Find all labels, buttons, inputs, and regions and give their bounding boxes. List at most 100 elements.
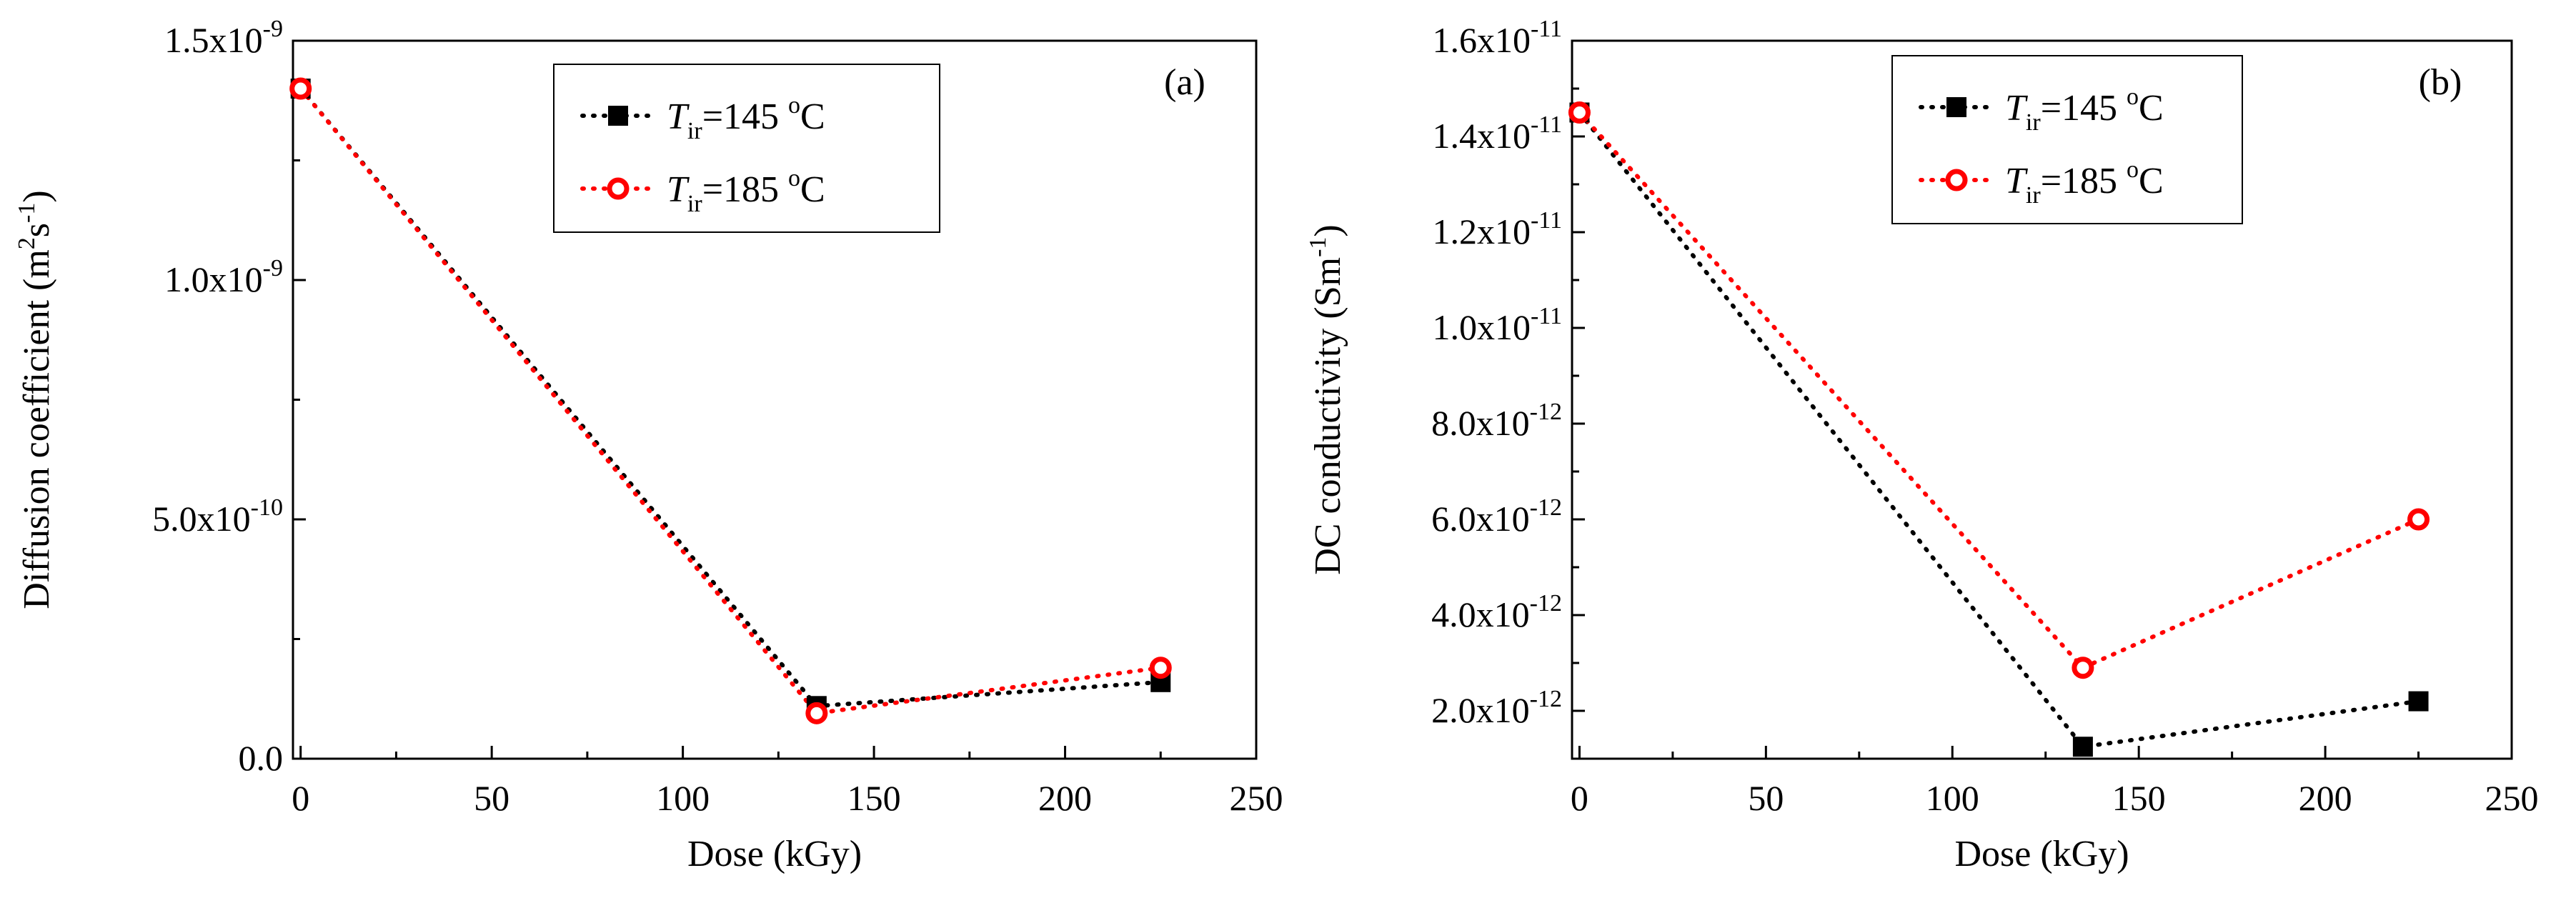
y-tick-label: 1.2x10-11 [1432,207,1562,251]
y-axis-title: Diffusion coefficient (m2s-1) [14,190,57,609]
legend-label-sub: ir [2026,109,2041,136]
y-tick-exponent: -11 [1531,303,1562,329]
y-tick-label: 8.0x10-12 [1431,399,1562,443]
y-axis-title-end: ) [1308,224,1348,236]
legend-label-degree: o [2127,84,2139,110]
y-tick-label: 5.0x10-10 [152,494,283,539]
y-tick-label: 0.0 [239,738,284,778]
legend-label: Tir=185 oC [667,165,825,217]
series-line-1 [1577,110,2421,749]
y-axis-title-main: Diffusion coefficient (m [16,249,57,609]
legend-label-value: =185 [2041,161,2127,201]
legend-label-degree: o [788,92,800,119]
data-point-circle [1149,657,1172,679]
legend-label: Tir=145 oC [667,92,825,144]
x-tick-label: 250 [2485,778,2539,818]
data-point-circle [2407,508,2430,531]
y-axis-title-end: ) [16,190,57,202]
x-axis-title: Dose (kGy) [687,834,862,874]
x-tick-label-text: 100 [1926,778,1979,818]
y-axis-title-mid: s [16,223,57,237]
panel-a: 0 50 100 150 200 2500.05.0x10-101.0x10-91.5x1… [14,16,1283,874]
y-tick-mantissa: 1.2x10 [1432,211,1531,251]
y-tick-mantissa: 2.0x10 [1431,690,1530,730]
legend-label-unit: C [800,96,825,137]
legend-label-value: =145 [2041,88,2127,129]
x-tick-label: 150 [2112,778,2166,818]
y-tick-label: 1.4x10-11 [1432,111,1562,156]
x-tick-label-text: 50 [1748,778,1784,818]
y-axis-title-main: DC conductivity (Sm [1308,257,1348,575]
legend-label-t: T [667,96,690,137]
y-tick-exponent: -11 [1531,207,1562,234]
y-tick-exponent: -11 [1531,16,1562,42]
x-tick-label-text: 0 [1571,778,1588,818]
data-point-circle [1568,101,1591,124]
y-tick-exponent: -12 [1530,686,1562,712]
x-tick-label-text: 100 [656,778,710,818]
data-point-square [2408,691,2429,712]
y-tick-mantissa: 1.5x10 [164,20,263,60]
y-tick-mantissa: 5.0x10 [152,499,251,539]
y-tick-exponent: -9 [263,255,283,281]
x-tick-label-text: 250 [2485,778,2539,818]
legend-marker-square [1946,97,1966,117]
y-axis-title-sup: -1 [14,203,40,223]
y-tick-mantissa: 4.0x10 [1431,594,1530,634]
legend-marker-square [608,106,628,126]
y-tick-mantissa: 0.0 [239,738,284,778]
legend-label-degree: o [788,165,800,191]
legend-label-sub: ir [687,191,702,217]
legend-label-unit: C [800,169,825,210]
legend-box [553,64,940,233]
plot-frame [1571,39,2513,760]
x-tick-label: 100 [1926,778,1979,818]
legend-box [1891,55,2243,224]
y-axis-title-sup: -1 [1305,237,1331,257]
y-tick-label: 2.0x10-12 [1431,686,1562,730]
panel-label: (b) [2419,62,2462,103]
data-point-circle [2072,657,2094,679]
x-tick-label-text: 250 [1230,778,1283,818]
legend-label-degree: o [2127,156,2139,183]
x-tick-label: 50 [474,778,509,818]
legend-label-value: =145 [702,96,788,137]
x-tick-label-text: 0 [292,778,309,818]
y-tick-label: 1.5x10-9 [164,16,283,60]
data-point-square [2072,737,2093,757]
series-line-2 [298,86,1163,716]
legend-marker-circle [607,177,630,200]
x-tick-label: 150 [847,778,901,818]
legend-marker-circle [1945,169,1968,191]
y-axis-title: DC conductivity (Sm-1) [1305,224,1348,575]
panel-label: (a) [1164,62,1205,103]
x-tick-label-text: 150 [2112,778,2166,818]
panel-b: 0 50 100 150 200 2502.0x10-124.0x10-126.0x10-… [1305,16,2539,874]
legend-label-sub: ir [687,118,702,144]
y-tick-label: 1.0x10-9 [164,255,283,299]
y-tick-mantissa: 1.0x10 [1432,307,1531,347]
y-tick-exponent: -10 [251,494,283,521]
y-axis-title-sup: 2 [14,237,40,249]
y-tick-mantissa: 1.6x10 [1432,20,1531,60]
legend-label-unit: C [2139,88,2164,129]
x-tick-label: 0 [1571,778,1588,818]
x-tick-label: 50 [1748,778,1784,818]
legend-label-t: T [2005,161,2028,201]
legend-label-unit: C [2139,161,2164,201]
y-tick-mantissa: 1.4x10 [1432,116,1531,156]
data-point-circle [805,702,828,724]
x-tick-label: 0 [292,778,309,818]
y-tick-label: 6.0x10-12 [1431,494,1562,539]
y-tick-exponent: -12 [1530,399,1562,425]
data-point-circle [289,77,312,100]
y-tick-mantissa: 1.0x10 [164,259,263,299]
y-tick-label: 4.0x10-12 [1431,590,1562,634]
x-tick-label-text: 150 [847,778,901,818]
legend-label-sub: ir [2026,182,2041,209]
legend-label: Tir=145 oC [2005,84,2164,136]
x-tick-label-text: 200 [2299,778,2352,818]
legend-label-t: T [2005,88,2028,129]
